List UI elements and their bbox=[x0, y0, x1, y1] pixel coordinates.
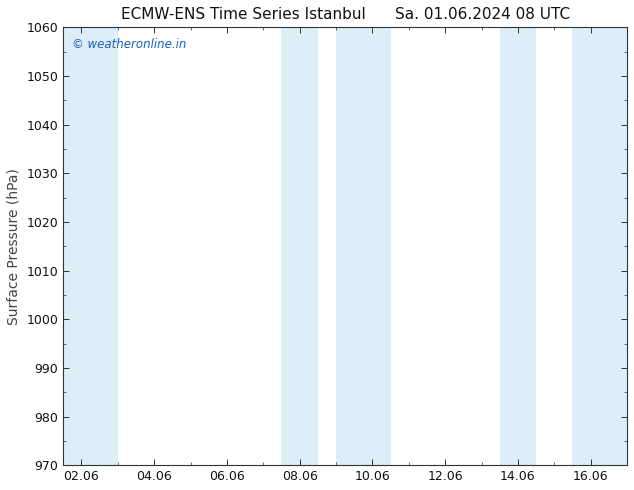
Title: ECMW-ENS Time Series Istanbul      Sa. 01.06.2024 08 UTC: ECMW-ENS Time Series Istanbul Sa. 01.06.… bbox=[120, 7, 570, 22]
Bar bbox=[336, 27, 391, 465]
Bar bbox=[281, 27, 318, 465]
Bar bbox=[63, 27, 118, 465]
Text: © weatheronline.in: © weatheronline.in bbox=[72, 38, 186, 51]
Y-axis label: Surface Pressure (hPa): Surface Pressure (hPa) bbox=[7, 168, 21, 325]
Bar bbox=[500, 27, 536, 465]
Bar bbox=[573, 27, 627, 465]
